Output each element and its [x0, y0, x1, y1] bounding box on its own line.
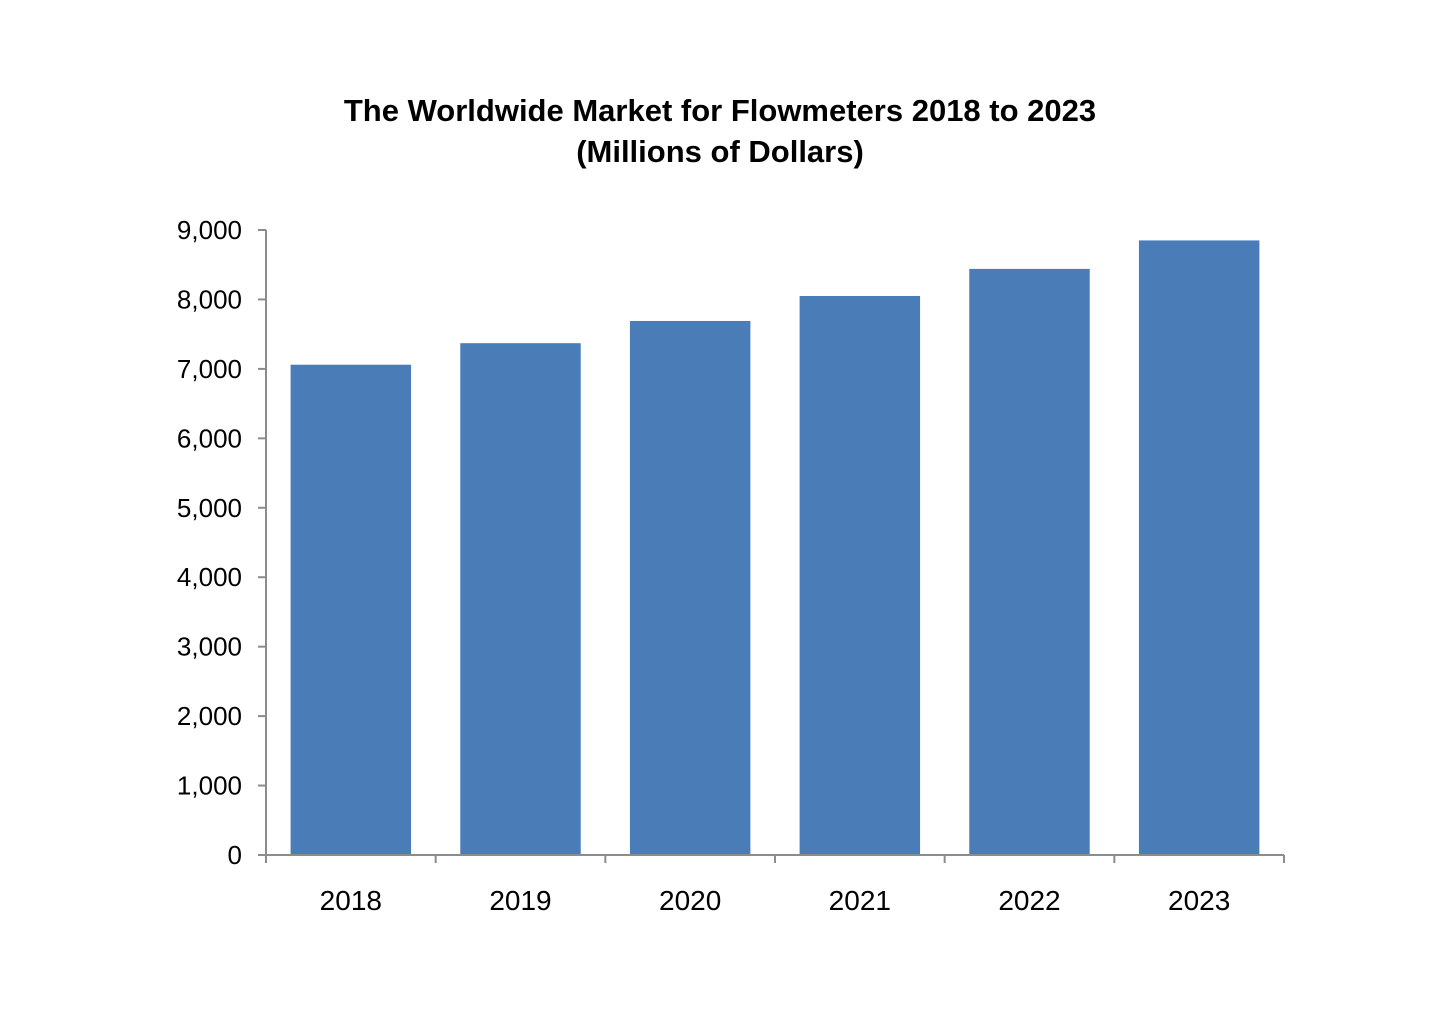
y-tick-label: 6,000: [177, 423, 242, 453]
bar: [290, 364, 412, 855]
y-tick-label: 0: [228, 840, 242, 870]
x-tick-label: 2023: [1168, 885, 1230, 916]
bar: [1138, 240, 1260, 855]
x-tick-label: 2020: [659, 885, 721, 916]
chart-title: The Worldwide Market for Flowmeters 2018…: [343, 93, 1097, 128]
bar: [969, 268, 1090, 855]
bar: [460, 343, 581, 855]
y-tick-label: 7,000: [177, 354, 242, 384]
x-tick-label: 2022: [998, 885, 1060, 916]
chart-subtitle: (Millions of Dollars): [576, 134, 864, 169]
x-tick-label: 2021: [829, 885, 891, 916]
y-tick-label: 8,000: [177, 284, 242, 314]
bar: [799, 295, 921, 855]
y-tick-label: 4,000: [177, 562, 242, 592]
x-tick-label: 2018: [320, 885, 382, 916]
x-tick-label: 2019: [489, 885, 551, 916]
bar: [629, 320, 751, 855]
y-tick-label: 3,000: [177, 632, 242, 662]
y-tick-label: 9,000: [177, 215, 242, 245]
y-tick-label: 1,000: [177, 771, 242, 801]
y-tick-label: 5,000: [177, 493, 242, 523]
y-tick-label: 2,000: [177, 701, 242, 731]
